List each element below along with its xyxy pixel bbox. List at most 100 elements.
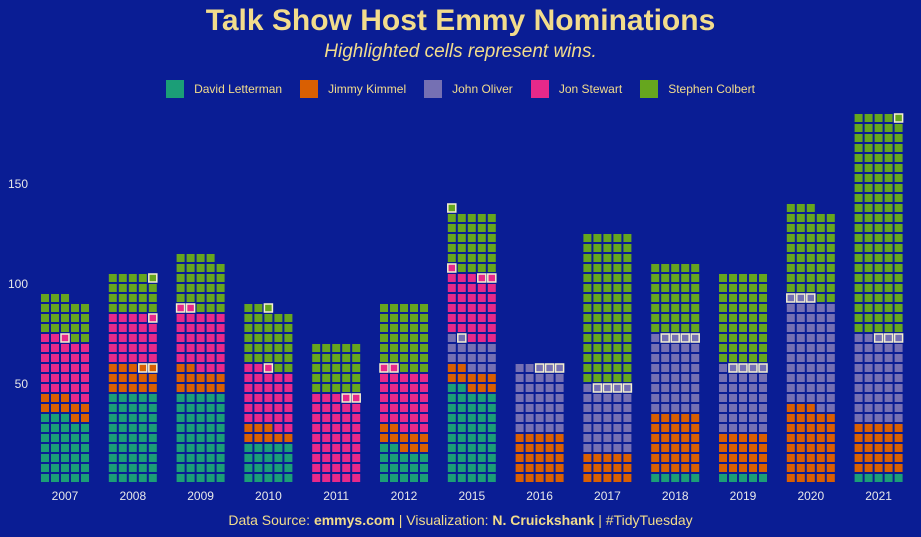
waffle-cell	[719, 374, 727, 382]
waffle-cell	[894, 144, 903, 152]
waffle-cell	[806, 404, 815, 412]
waffle-cell-win	[873, 333, 884, 343]
waffle-cell	[390, 434, 398, 442]
waffle-cell	[352, 354, 361, 362]
waffle-cell	[410, 344, 418, 352]
waffle-cell	[467, 344, 476, 352]
waffle-cell	[274, 424, 283, 432]
waffle-cell	[874, 284, 883, 292]
waffle-cell	[864, 314, 873, 322]
waffle-cell	[138, 304, 147, 312]
x-tick-label: 2010	[255, 489, 282, 503]
waffle-cell	[884, 134, 893, 142]
waffle-cell	[661, 314, 670, 322]
waffle-cell	[623, 434, 632, 442]
waffle-cell	[603, 454, 612, 462]
waffle-cell	[61, 434, 69, 442]
waffle-cell	[719, 344, 727, 352]
waffle-cell	[274, 454, 283, 462]
waffle-cell	[759, 284, 767, 292]
waffle-cell	[671, 464, 680, 472]
waffle-cell	[651, 304, 660, 312]
waffle-cell	[380, 414, 388, 422]
waffle-cell	[332, 344, 341, 352]
waffle-cell	[71, 364, 79, 372]
waffle-cell	[623, 464, 632, 472]
waffle-cell	[623, 274, 632, 282]
x-tick-label: 2007	[52, 489, 79, 503]
x-tick-label: 2012	[391, 489, 418, 503]
waffle-cell	[603, 414, 612, 422]
waffle-cell	[51, 334, 59, 342]
waffle-cell	[487, 254, 496, 262]
waffle-cell	[322, 384, 331, 392]
waffle-cell	[342, 454, 351, 462]
waffle-cell	[681, 314, 690, 322]
waffle-cell	[138, 424, 147, 432]
waffle-cell	[447, 394, 456, 402]
waffle-cell	[583, 354, 592, 362]
waffle-cell	[51, 434, 59, 442]
waffle-cell	[390, 474, 398, 482]
waffle-cell	[420, 354, 428, 362]
waffle-cell	[342, 364, 351, 372]
waffle-cell	[864, 194, 873, 202]
waffle-cell	[515, 364, 524, 372]
waffle-cell	[61, 314, 69, 322]
waffle-cell	[81, 474, 89, 482]
waffle-cell	[128, 444, 137, 452]
waffle-cell	[467, 244, 476, 252]
waffle-cell	[380, 334, 388, 342]
waffle-cell	[864, 224, 873, 232]
waffle-cell-win	[263, 363, 274, 373]
waffle-cell	[274, 444, 283, 452]
waffle-cell	[671, 384, 680, 392]
waffle-cell	[759, 474, 767, 482]
waffle-cell	[671, 344, 680, 352]
waffle-cell	[477, 424, 486, 432]
waffle-cell	[894, 184, 903, 192]
waffle-cell	[108, 334, 117, 342]
waffle-cell	[816, 454, 825, 462]
waffle-cell	[864, 444, 873, 452]
waffle-cell	[786, 234, 795, 242]
waffle-cell	[593, 304, 602, 312]
waffle-cell	[51, 344, 59, 352]
waffle-cell-win	[379, 363, 389, 373]
waffle-cell	[816, 244, 825, 252]
waffle-cell	[603, 404, 612, 412]
waffle-cell	[729, 384, 737, 392]
waffle-cell	[816, 284, 825, 292]
waffle-cell	[264, 324, 273, 332]
waffle-cell	[274, 334, 283, 342]
waffle-cell	[864, 474, 873, 482]
legend-key	[640, 80, 659, 98]
waffle-cell	[854, 284, 863, 292]
waffle-cell	[884, 174, 893, 182]
waffle-cell	[864, 364, 873, 372]
waffle-cell	[874, 144, 883, 152]
waffle-cell-win	[680, 333, 690, 343]
waffle-cell	[176, 264, 185, 272]
waffle-cell-win	[447, 203, 457, 213]
waffle-cell	[884, 144, 893, 152]
waffle-cell	[186, 324, 195, 332]
waffle-cell	[603, 294, 612, 302]
waffle-cell	[71, 464, 79, 472]
legend-label: Stephen Colbert	[668, 82, 755, 96]
waffle-cell	[681, 344, 690, 352]
waffle-cell	[806, 334, 815, 342]
waffle-cell	[681, 354, 690, 362]
waffle-cell	[884, 244, 893, 252]
waffle-cell	[796, 324, 805, 332]
waffle-cell	[796, 204, 805, 212]
waffle-cell	[118, 464, 127, 472]
waffle-cell	[796, 474, 805, 482]
waffle-cell	[118, 474, 127, 482]
waffle-cell	[759, 424, 767, 432]
waffle-cell	[613, 374, 622, 382]
waffle-cell	[864, 284, 873, 292]
waffle-cell	[264, 314, 273, 322]
waffle-cell	[128, 294, 137, 302]
waffle-cell	[332, 414, 341, 422]
